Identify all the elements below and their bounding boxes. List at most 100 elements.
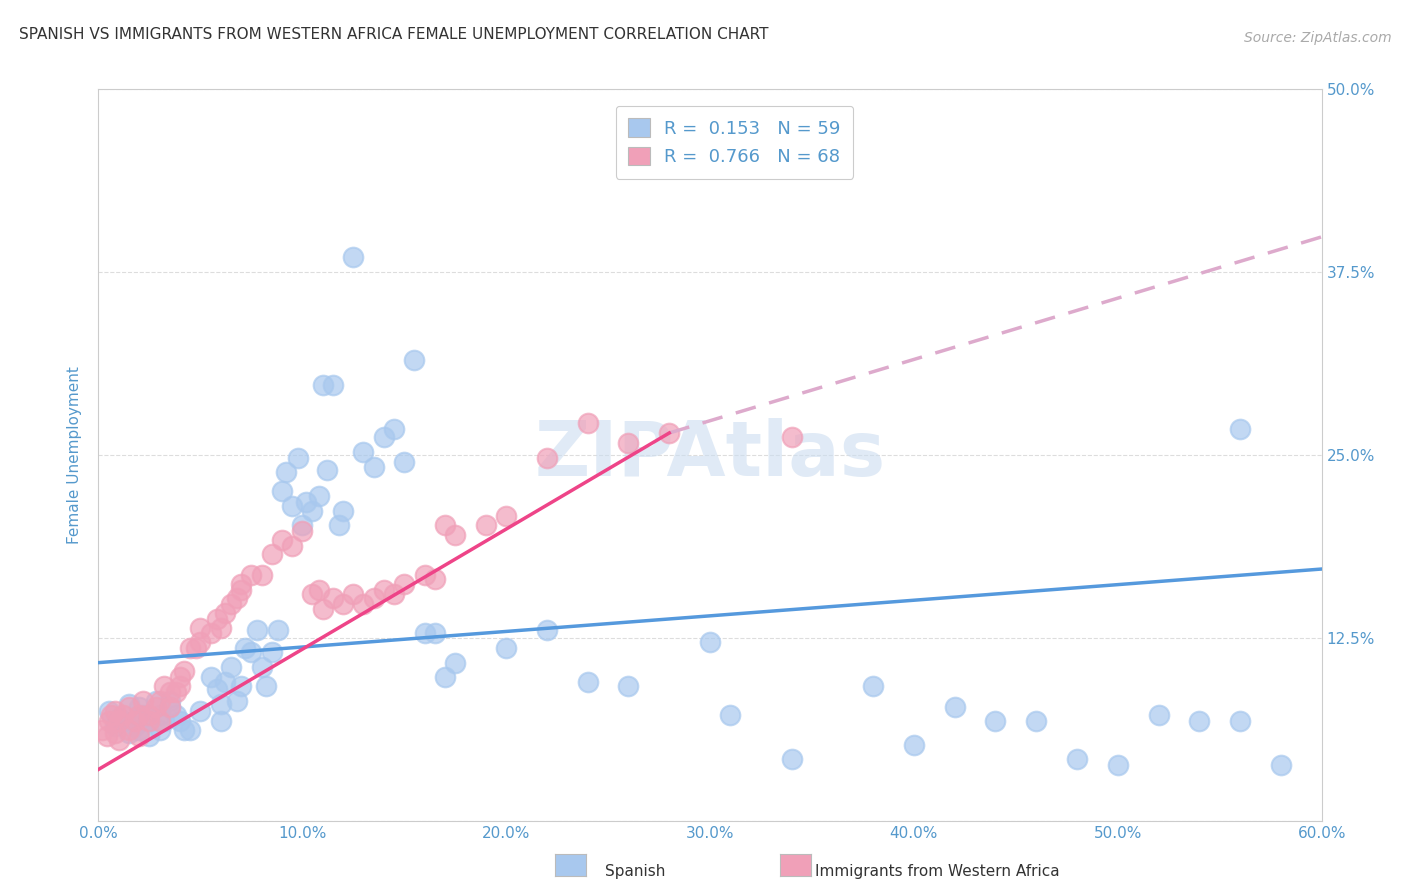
Point — [111, 708, 134, 723]
Point — [270, 484, 294, 499]
Point — [169, 714, 191, 728]
Point — [138, 714, 160, 728]
Point — [250, 660, 273, 674]
Point — [352, 445, 374, 459]
Point — [145, 694, 167, 708]
Point — [536, 450, 558, 465]
Y-axis label: Female Unemployment: Female Unemployment — [67, 366, 83, 544]
Point — [474, 518, 498, 533]
Point — [413, 567, 436, 582]
Point — [118, 726, 141, 740]
Point — [392, 455, 416, 469]
Point — [219, 660, 242, 674]
Point — [780, 752, 803, 766]
Point — [382, 587, 405, 601]
Point — [138, 708, 160, 723]
Point — [312, 601, 335, 615]
Point — [495, 640, 517, 655]
Point — [617, 679, 640, 693]
Point — [118, 699, 141, 714]
Text: SPANISH VS IMMIGRANTS FROM WESTERN AFRICA FEMALE UNEMPLOYMENT CORRELATION CHART: SPANISH VS IMMIGRANTS FROM WESTERN AFRIC… — [18, 27, 769, 42]
Point — [352, 597, 374, 611]
Point — [179, 640, 201, 655]
Point — [159, 685, 181, 699]
Point — [231, 576, 253, 591]
Point — [240, 645, 263, 659]
Point — [260, 548, 283, 562]
Point — [315, 462, 337, 476]
Point — [576, 674, 599, 689]
Point — [91, 723, 114, 737]
Point — [104, 704, 127, 718]
Point — [214, 674, 236, 689]
Point — [138, 714, 160, 728]
Point — [308, 489, 330, 503]
Point — [308, 582, 330, 597]
Point — [111, 714, 134, 728]
Point — [423, 626, 446, 640]
Point — [128, 699, 150, 714]
Point — [404, 352, 426, 367]
Point — [209, 621, 232, 635]
Point — [145, 699, 167, 714]
Point — [149, 694, 172, 708]
Point — [188, 635, 212, 649]
Point — [943, 699, 966, 714]
Point — [254, 679, 277, 693]
Point — [291, 518, 314, 533]
Point — [226, 694, 249, 708]
Point — [434, 518, 457, 533]
Point — [281, 539, 304, 553]
Point — [658, 425, 681, 440]
Point — [100, 708, 122, 723]
Point — [205, 681, 228, 696]
Point — [342, 587, 364, 601]
Point — [152, 679, 174, 693]
Point — [132, 694, 155, 708]
Point — [152, 714, 174, 728]
Point — [342, 251, 364, 265]
Point — [267, 624, 290, 638]
Point — [1229, 421, 1251, 435]
Point — [149, 714, 172, 728]
Point — [270, 533, 294, 547]
Point — [495, 509, 517, 524]
Point — [108, 733, 131, 747]
Point — [231, 582, 253, 597]
Point — [281, 499, 304, 513]
Point — [214, 606, 236, 620]
Point — [205, 612, 228, 626]
Point — [699, 635, 721, 649]
Point — [173, 723, 195, 737]
Point — [108, 711, 131, 725]
Point — [200, 626, 222, 640]
Point — [295, 494, 318, 508]
Point — [128, 723, 150, 737]
Point — [984, 714, 1007, 728]
Point — [149, 723, 172, 737]
Point — [1107, 758, 1129, 772]
Point — [233, 640, 256, 655]
Point — [200, 670, 222, 684]
Point — [373, 430, 395, 444]
Point — [862, 679, 884, 693]
Text: ZIPAtlas: ZIPAtlas — [534, 418, 886, 491]
Point — [165, 685, 187, 699]
Point — [96, 729, 118, 743]
Point — [219, 597, 242, 611]
Point — [169, 679, 191, 693]
Point — [173, 665, 195, 679]
Point — [128, 729, 150, 743]
Point — [118, 723, 141, 737]
Point — [246, 624, 269, 638]
Point — [423, 572, 446, 586]
Point — [209, 697, 232, 711]
Point — [1270, 758, 1292, 772]
Point — [132, 708, 155, 723]
Point — [226, 591, 249, 606]
Point — [124, 714, 146, 728]
Point — [260, 645, 283, 659]
Point — [301, 503, 323, 517]
Point — [363, 459, 385, 474]
Point — [97, 714, 120, 728]
